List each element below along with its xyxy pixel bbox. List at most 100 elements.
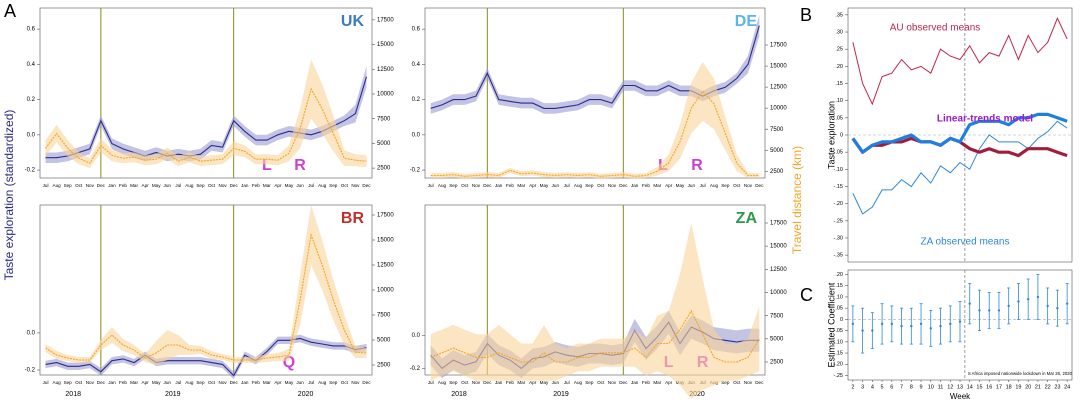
x-tick-label: Jan <box>631 183 639 188</box>
x-tick-label: 12 <box>947 384 953 390</box>
x-tick-label: Dec <box>230 380 239 385</box>
x-tick-label: Oct <box>75 183 83 188</box>
y-tick-label: 0.6 <box>412 27 421 33</box>
x-tick-label: Jan <box>241 380 249 385</box>
y-tick-label: 0.0 <box>412 333 421 339</box>
estimate-point <box>1056 306 1059 310</box>
x-tick-label: 14 <box>967 384 973 390</box>
x-tick-label: 9 <box>920 384 923 390</box>
y2-tick-label: 5000 <box>770 148 784 154</box>
y-tick-label: -.10 <box>834 167 843 173</box>
x-tick-label: Nov <box>86 380 95 385</box>
x-tick-label: Oct <box>597 380 605 385</box>
x-tick-label: Apr <box>274 380 282 385</box>
x-tick-label: Apr <box>665 183 673 188</box>
y2-tick-label: 10000 <box>377 288 394 294</box>
x-tick-label: Mar <box>653 380 661 385</box>
x-tick-label: Nov <box>472 380 481 385</box>
series-line <box>852 120 1068 215</box>
y-tick-label: .20 <box>835 272 843 278</box>
panel-letter: C <box>800 285 813 305</box>
x-tick-label: 4 <box>871 384 874 390</box>
x-tick-label: Oct <box>461 183 469 188</box>
x-tick-label: 23 <box>1054 384 1060 390</box>
panel-title: UK <box>341 13 365 30</box>
x-tick-label: Oct <box>733 183 741 188</box>
y-tick-label: -0.2 <box>25 368 36 374</box>
x-tick-label: Mar <box>263 380 271 385</box>
x-tick-label: Sep <box>721 183 730 188</box>
x-tick-label: 13 <box>957 384 963 390</box>
y2-tick-label: 10000 <box>377 92 394 98</box>
x-tick-label: Jun <box>296 183 304 188</box>
x-tick-label: Feb <box>252 183 260 188</box>
y-tick-label: -.25 <box>834 218 843 224</box>
estimate-point <box>1046 304 1049 308</box>
x-tick-label: Nov <box>86 183 95 188</box>
x-tick-label: Feb <box>506 183 514 188</box>
x-tick-label: Oct <box>341 380 349 385</box>
y-tick-label: 0.2 <box>412 97 421 103</box>
x-tick-label: Sep <box>196 380 205 385</box>
x-tick-label: May <box>285 183 294 188</box>
model-line <box>851 112 1068 154</box>
x-tick-label: Dec <box>483 380 492 385</box>
y-tick-label: -.35 <box>834 253 843 259</box>
y-tick-label: .15 <box>835 81 843 87</box>
x-tick-label: Jun <box>164 380 172 385</box>
x-tick-label: Oct <box>341 183 349 188</box>
y-tick-label: 0 <box>840 132 843 138</box>
x-tick-label: 3 <box>861 384 864 390</box>
plot-frame <box>39 7 373 179</box>
x-tick-label: Aug <box>438 380 447 385</box>
x-tick-label: Sep <box>449 380 458 385</box>
y-tick-label: .15 <box>835 283 843 289</box>
x-tick-label: Apr <box>529 380 537 385</box>
y2-axis-label: Travel distance (km) <box>790 146 804 254</box>
x-tick-label: May <box>152 380 161 385</box>
x-tick-label: 22 <box>1045 384 1051 390</box>
event-label: R <box>691 157 703 174</box>
estimate-point <box>929 327 932 330</box>
x-tick-label: May <box>285 380 294 385</box>
x-tick-label: Sep <box>585 380 594 385</box>
x-tick-label: 8 <box>910 384 913 390</box>
estimate-point <box>900 324 903 328</box>
series-line <box>45 87 367 164</box>
estimate-point <box>861 329 864 332</box>
x-tick-label: Jul <box>308 183 314 188</box>
y-tick-label: -.20 <box>834 362 843 368</box>
y-tick-label: -.20 <box>834 201 843 207</box>
x-tick-label: Aug <box>318 380 327 385</box>
estimate-point <box>968 302 971 305</box>
x-tick-label: 24 <box>1064 384 1070 390</box>
y2-tick-label: 17500 <box>770 43 787 49</box>
x-tick-label: Mar <box>653 183 661 188</box>
x-tick-label: Jul <box>175 380 181 385</box>
x-tick-label: 15 <box>976 384 982 390</box>
y2-tick-label: 15000 <box>377 42 394 48</box>
x-tick-label: Feb <box>119 380 127 385</box>
x-tick-label: Feb <box>642 183 650 188</box>
estimate-point <box>1026 297 1030 301</box>
x-axis-label: Week <box>950 392 971 401</box>
x-tick-label: Sep <box>721 380 730 385</box>
x-tick-label: Oct <box>461 380 469 385</box>
x-tick-label: Aug <box>53 380 62 385</box>
x-tick-label: Nov <box>351 183 360 188</box>
y2-tick-label: 7500 <box>770 127 784 133</box>
series-label: ZA observed means <box>921 237 1010 248</box>
x-tick-label: Sep <box>64 380 73 385</box>
y2-tick-label: 10000 <box>770 290 787 296</box>
y2-tick-label: 2500 <box>377 363 391 369</box>
estimate-point <box>890 322 894 326</box>
lockdown-note: S Africa imposed nationwide lockdown in … <box>968 371 1073 376</box>
x-tick-label: Jun <box>164 183 172 188</box>
x-tick-label: Jan <box>108 380 116 385</box>
panel-title: DE <box>735 13 758 30</box>
plot-frame <box>424 204 766 376</box>
x-tick-label: 6 <box>890 384 893 390</box>
x-tick-label: Mar <box>130 183 138 188</box>
x-tick-label: Dec <box>362 183 371 188</box>
